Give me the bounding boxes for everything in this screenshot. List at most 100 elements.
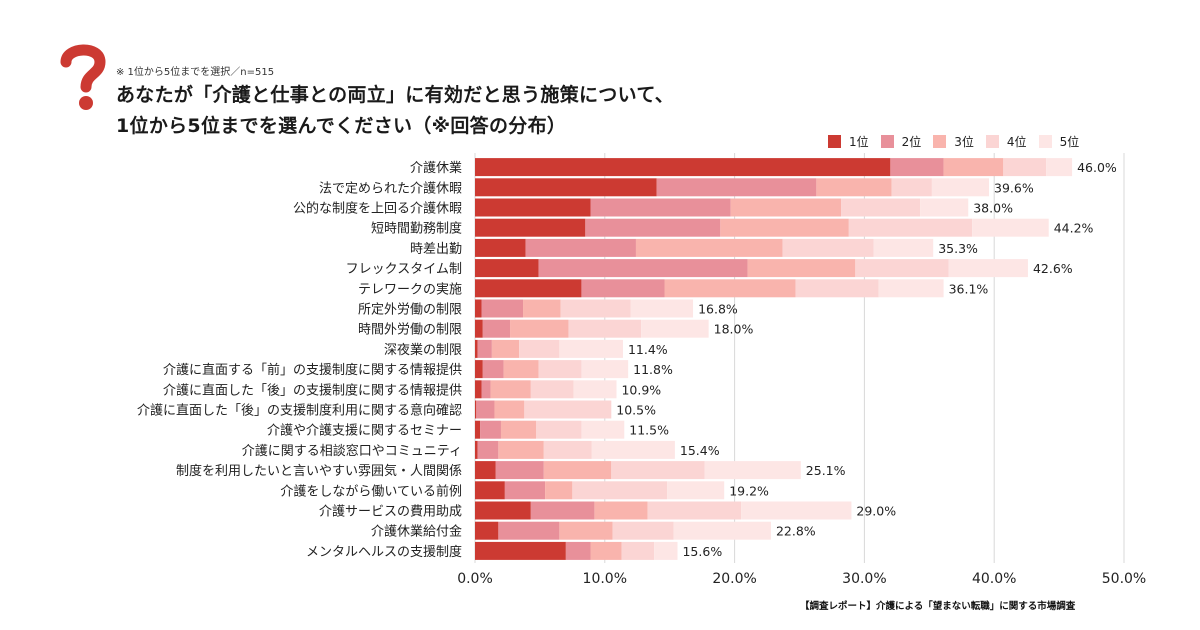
legend-item-rank2: 2位 — [880, 133, 922, 150]
bar-segment-rank3 — [747, 259, 856, 278]
title-line-1: あなたが「介護と仕事との両立」に有効だと思う施策について、 — [116, 84, 674, 106]
bar-segment-rank1 — [475, 238, 526, 257]
bar-segment-rank5 — [654, 541, 678, 560]
bar-segment-rank2 — [530, 501, 595, 520]
bar-segment-rank4 — [782, 238, 874, 257]
bar-segment-rank4 — [519, 339, 560, 358]
bar-segment-rank2 — [581, 279, 665, 298]
bar-segment-rank3 — [490, 380, 531, 399]
bar-total-label: 42.6% — [1033, 261, 1073, 276]
bar-segment-rank3 — [503, 360, 539, 379]
bar-segment-rank5 — [1046, 158, 1073, 177]
bar-total-label: 11.5% — [629, 423, 669, 438]
bar-segment-rank3 — [635, 238, 783, 257]
title-line-2: 1位から5位までを選んでください（※回答の分布） — [116, 115, 567, 137]
bar-total-label: 15.4% — [680, 443, 720, 458]
category-label: 公的な制度を上回る介護休暇 — [293, 201, 462, 217]
bar-segment-rank1 — [475, 400, 477, 419]
bar-total-label: 29.0% — [856, 504, 896, 519]
bar-segment-rank4 — [891, 178, 932, 197]
bar-segment-rank1 — [475, 158, 891, 177]
bar-segment-rank3 — [491, 339, 520, 358]
x-tick-label: 10.0% — [583, 571, 627, 587]
category-label: 介護に直面する「前」の支援制度に関する情報提供 — [163, 362, 462, 378]
category-label: 制度を利用したいと言いやすい雰囲気・人間関係 — [176, 463, 462, 479]
bar-segment-rank5 — [931, 178, 990, 197]
bar-segment-rank5 — [948, 259, 1028, 278]
category-label: 深夜業の制限 — [384, 342, 462, 358]
bar-total-label: 18.0% — [714, 322, 754, 337]
bar-segment-rank1 — [475, 481, 505, 500]
bar-segment-rank5 — [741, 501, 852, 520]
bar-total-label: 44.2% — [1054, 221, 1094, 236]
bar-segment-rank1 — [475, 259, 539, 278]
legend-label-rank4: 4位 — [1006, 135, 1027, 149]
bar-segment-rank4 — [530, 380, 574, 399]
legend-label-rank2: 2位 — [901, 135, 922, 149]
bar-segment-rank2 — [504, 481, 546, 500]
bar-segment-rank4 — [647, 501, 742, 520]
bar-segment-rank4 — [848, 218, 973, 237]
category-label: 所定外労働の制限 — [358, 303, 462, 318]
legend-label-rank3: 3位 — [954, 135, 974, 149]
legend-swatch-rank5 — [1038, 135, 1052, 148]
bar-segment-rank1 — [475, 299, 482, 318]
bar-segment-rank4 — [612, 521, 674, 540]
bar-segment-rank3 — [494, 400, 525, 419]
bar-segment-rank2 — [585, 218, 721, 237]
bar-segment-rank1 — [475, 521, 499, 540]
bar-segment-rank5 — [591, 440, 675, 459]
bar-segment-rank4 — [536, 420, 582, 439]
bar-segment-rank4 — [560, 299, 631, 318]
legend-item-rank1: 1位 — [828, 133, 869, 150]
category-label: 介護をしながら働いている前例 — [280, 483, 462, 499]
x-tick-label: 30.0% — [842, 571, 886, 587]
bar-total-label: 36.1% — [949, 281, 989, 296]
bar-segment-rank3 — [545, 481, 573, 500]
bar-segment-rank4 — [611, 461, 705, 480]
bar-segment-rank4 — [543, 440, 592, 459]
bar-segment-rank3 — [816, 178, 892, 197]
category-label: 時間外労働の制限 — [358, 323, 462, 338]
bar-segment-rank5 — [630, 299, 694, 318]
bar-segment-rank1 — [475, 178, 657, 197]
bar-segment-rank5 — [641, 319, 709, 338]
bar-segment-rank2 — [482, 319, 511, 338]
bar-segment-rank1 — [475, 420, 481, 439]
bar-segment-rank5 — [667, 481, 725, 500]
x-tick-label: 40.0% — [972, 571, 1016, 587]
category-label: 介護に直面した「後」の支援制度利用に関する意向確認 — [137, 403, 462, 419]
bar-segment-rank4 — [621, 541, 655, 560]
category-label: フレックスタイム制 — [346, 262, 462, 277]
bar-segment-rank1 — [475, 541, 566, 560]
bar-segment-rank3 — [730, 198, 842, 217]
bar-total-label: 22.8% — [776, 524, 816, 539]
category-label: 介護に直面した「後」の支援制度に関する情報提供 — [163, 382, 462, 398]
category-label: 介護サービスの費用助成 — [319, 504, 462, 520]
legend-item-rank4: 4位 — [985, 133, 1027, 150]
category-label: 介護や介護支援に関するセミナー — [267, 423, 462, 439]
category-label: 時差出勤 — [410, 242, 462, 257]
bar-segment-rank2 — [590, 198, 731, 217]
bar-segment-rank3 — [594, 501, 648, 520]
bar-segment-rank3 — [523, 299, 561, 318]
category-label: テレワークの実施 — [358, 281, 462, 297]
bar-total-label: 10.9% — [621, 382, 661, 397]
bar-segment-rank1 — [475, 461, 496, 480]
bar-segment-rank1 — [475, 360, 483, 379]
bar-segment-rank4 — [795, 279, 879, 298]
chart-legend: 1位 2位 3位 4位 5位 — [828, 133, 1079, 150]
bar-segment-rank3 — [559, 521, 613, 540]
bar-segment-rank3 — [720, 218, 849, 237]
category-label: 介護に関する相談窓口やコミュニティ — [242, 443, 462, 459]
bar-total-label: 11.4% — [628, 342, 668, 357]
legend-swatch-rank1 — [828, 135, 841, 148]
bar-segment-rank2 — [482, 360, 504, 379]
bar-segment-rank2 — [481, 299, 524, 318]
category-label: 短時間勤務制度 — [371, 221, 462, 237]
bar-segment-rank4 — [524, 400, 612, 419]
bar-segment-rank1 — [475, 218, 586, 237]
bar-total-label: 10.5% — [616, 403, 656, 418]
bar-segment-rank1 — [475, 380, 482, 399]
